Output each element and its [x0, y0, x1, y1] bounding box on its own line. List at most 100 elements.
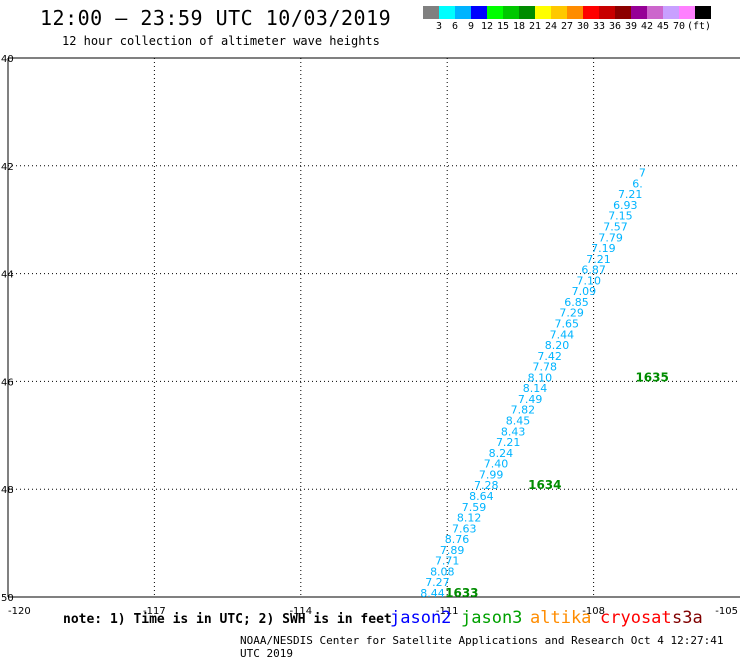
wave-height-label: 7.63 — [452, 522, 477, 535]
y-tick-label: 48 — [1, 485, 14, 496]
wave-height-label: 7.49 — [518, 393, 543, 406]
wave-height-label: 7.09 — [572, 285, 597, 298]
wave-height-label: 7.19 — [591, 242, 616, 255]
wave-height-label: 7.21 — [618, 188, 643, 201]
wave-height-label: 8.20 — [545, 339, 570, 352]
x-tick-label: -114 — [289, 606, 312, 617]
wave-height-label: 8.45 — [506, 415, 531, 428]
wave-height-label: 7.65 — [555, 318, 580, 331]
legend-label: 21 — [528, 21, 542, 32]
legend-swatch — [551, 6, 567, 19]
legend-swatch — [567, 6, 583, 19]
time-label: 1634 — [528, 478, 561, 492]
wave-height-label: 7.21 — [586, 253, 611, 266]
legend-label: 12 — [480, 21, 494, 32]
y-tick-label: 44 — [1, 270, 14, 281]
wave-height-label: 8.14 — [523, 382, 548, 395]
legend-label: 33 — [592, 21, 606, 32]
legend-label: 3 — [435, 21, 443, 32]
x-tick-label: -117 — [143, 606, 166, 617]
wave-height-label: 7.29 — [559, 307, 584, 320]
legend-swatch — [487, 6, 503, 19]
wave-height-label: 8.12 — [457, 512, 482, 525]
note-text: note: 1) Time is in UTC; 2) SWH is in fe… — [63, 612, 392, 627]
legend-label: 15 — [496, 21, 510, 32]
wave-height-label: 8.76 — [445, 533, 470, 546]
wave-height-label: 7.99 — [479, 468, 504, 481]
wave-height-label: 8.24 — [489, 447, 514, 460]
chart-title: 12:00 – 23:59 UTC 10/03/2019 — [40, 6, 392, 30]
wave-height-label: 7.71 — [435, 555, 460, 568]
y-tick-label: 42 — [1, 162, 14, 173]
wave-height-label: 6. — [632, 177, 643, 190]
satellite-name-jason3: jason3 — [461, 608, 523, 628]
time-label: 1635 — [635, 370, 668, 384]
legend-label: 42 — [640, 21, 654, 32]
time-label: 1633 — [445, 586, 478, 600]
legend-swatch — [471, 6, 487, 19]
wave-height-label: 7 — [639, 167, 646, 180]
legend-label: 24 — [544, 21, 558, 32]
legend-label: 45 — [656, 21, 670, 32]
satellite-name-jason2: jason2 — [390, 608, 452, 628]
wave-height-label: 7.27 — [425, 576, 450, 589]
legend-swatch — [519, 6, 535, 19]
wave-height-label: 7.15 — [608, 210, 633, 223]
wave-height-label: 7.28 — [474, 479, 499, 492]
wave-height-label: 6.87 — [581, 264, 606, 277]
wave-height-label: 7.42 — [537, 350, 562, 363]
wave-height-label: 7.79 — [598, 231, 623, 244]
wave-height-label: 8.10 — [528, 371, 553, 384]
wave-height-label: 8.43 — [501, 425, 526, 438]
legend-swatch — [599, 6, 615, 19]
chart-subtitle: 12 hour collection of altimeter wave hei… — [62, 34, 380, 48]
wave-height-label: 7.44 — [550, 328, 575, 341]
legend-swatch — [615, 6, 631, 19]
x-tick-label: -111 — [436, 606, 459, 617]
x-tick-label: -108 — [582, 606, 605, 617]
legend-swatch — [439, 6, 455, 19]
legend-swatch — [647, 6, 663, 19]
legend-label: 18 — [512, 21, 526, 32]
footer-credit: NOAA/NESDIS Center for Satellite Applica… — [240, 634, 724, 660]
legend-swatch — [455, 6, 471, 19]
wave-height-label: 8.44 — [420, 587, 445, 600]
y-tick-label: 46 — [1, 377, 14, 388]
legend-swatch — [583, 6, 599, 19]
wave-height-label: 8.64 — [469, 490, 494, 503]
wave-height-label: 7.21 — [496, 436, 521, 449]
satellite-name-s3a: s3a — [672, 608, 703, 628]
wave-height-label: 7.57 — [603, 220, 628, 233]
y-tick-label: 40 — [1, 54, 14, 65]
legend-swatch — [679, 6, 695, 19]
wave-height-label: 7.89 — [440, 544, 465, 557]
y-tick-label: 50 — [1, 593, 14, 604]
wave-height-label: 7.82 — [511, 404, 536, 417]
legend-label: 39 — [624, 21, 638, 32]
wave-height-label: 7.10 — [576, 274, 601, 287]
legend-label: 9 — [467, 21, 475, 32]
x-tick-label: -105 — [715, 606, 738, 617]
satellite-name-altika: altika — [530, 608, 592, 628]
wave-height-label: 8.08 — [430, 565, 455, 578]
legend-labels: 3 6 9 12 15 18 21 24 27 30 33 36 39 42 45 70 (ft) — [423, 19, 711, 33]
legend-label: 6 — [451, 21, 459, 32]
satellite-name-cryosat: cryosat — [600, 608, 672, 628]
wave-height-label: 6.93 — [613, 199, 638, 212]
legend-swatch — [535, 6, 551, 19]
x-tick-label: -120 — [8, 606, 31, 617]
legend-label: (ft) — [687, 21, 712, 32]
color-legend: 3 6 9 12 15 18 21 24 27 30 33 36 39 42 45 70 (ft) — [423, 6, 711, 33]
legend-swatch — [423, 6, 439, 19]
legend-label: 30 — [576, 21, 590, 32]
legend-swatches — [423, 6, 711, 19]
legend-label: 27 — [560, 21, 574, 32]
wave-height-label: 7.59 — [462, 501, 487, 514]
wave-height-label: 7.78 — [533, 361, 558, 374]
legend-swatch — [503, 6, 519, 19]
legend-swatch — [663, 6, 679, 19]
wave-height-label: 6.85 — [564, 296, 589, 309]
legend-label: 70 — [672, 21, 686, 32]
legend-swatch — [695, 6, 711, 19]
